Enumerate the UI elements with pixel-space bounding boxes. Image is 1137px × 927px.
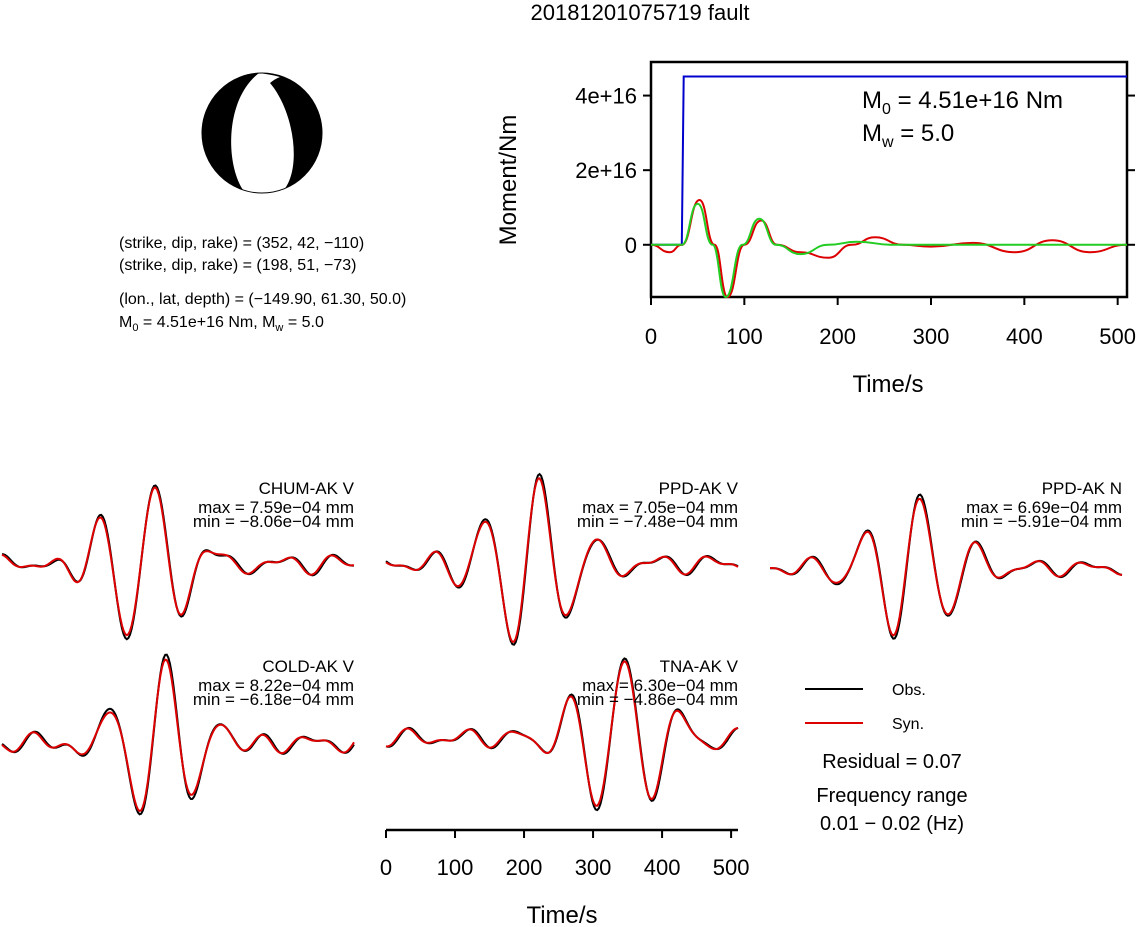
moment-chart-ylabel: Moment/Nm [495,115,522,246]
synthetic-trace [770,497,1122,637]
legend-obs-label: Obs. [892,682,926,699]
station-min: min = −8.06e−04 mm [193,512,354,531]
station-max: max = 6.69e−04 mm [966,498,1122,517]
moment-xtick-label: 300 [913,324,950,349]
moment-xtick-label: 400 [1006,324,1043,349]
station-max: max = 8.22e−04 mm [198,676,354,695]
beachball-icon [201,72,323,194]
station-name: TNA-AK V [660,657,739,676]
moment-xtick-label: 100 [726,324,763,349]
moment-series-line [650,198,1128,299]
moment-chart-frame [649,60,1129,299]
synthetic-trace [385,660,739,807]
legend: Obs. Syn. [805,682,926,733]
moment-ytick-label: 4e+16 [575,84,637,109]
station-name: COLD-AK V [262,657,354,676]
moment-ytick-label: 0 [625,233,637,258]
frequency-range-value: 0.01 − 0.02 (Hz) [820,813,964,835]
mechanism-moment-line: M0 = 4.51e+16 Nm, Mw = 5.0 [119,314,324,334]
moment-annotation-mw: Mw = 5.0 [862,120,954,151]
synthetic-trace [1,486,354,637]
moment-series-line [651,202,1127,299]
station-max: max = 7.05e−04 mm [582,498,738,517]
station-name: PPD-AK V [659,479,739,498]
station-min: min = −6.18e−04 mm [193,690,354,709]
moment-chart-series [650,75,1128,299]
legend-syn-label: Syn. [892,716,924,733]
mechanism-info: (strike, dip, rake) = (352, 42, −110) (s… [119,235,406,334]
station-min: min = −5.91e−04 mm [961,512,1122,531]
station-min: min = −4.86e−04 mm [577,690,738,709]
residual-text: Residual = 0.07 [822,751,962,773]
figure-title: 20181201075719 fault [531,0,750,25]
station-max: max = 7.59e−04 mm [198,498,354,517]
waveform-time-axis: Time/s 0 100 200 300 400 500 [380,828,750,927]
frequency-range-label: Frequency range [816,785,967,807]
waveform-xtick-label: 300 [575,855,612,880]
moment-xtick-label: 500 [1099,324,1136,349]
station-name: CHUM-AK V [259,479,355,498]
synthetic-trace [385,477,739,643]
moment-xtick-label: 0 [645,324,657,349]
waveform-xlabel: Time/s [526,902,597,927]
station-name: PPD-AK N [1042,479,1122,498]
moment-xtick-label: 200 [819,324,856,349]
waveform-xtick-label: 400 [644,855,681,880]
waveform-xtick-label: 100 [437,855,474,880]
station-min: min = −7.48e−04 mm [577,512,738,531]
mechanism-line-2: (strike, dip, rake) = (198, 51, −73) [119,257,356,274]
synthetic-trace [1,658,355,813]
waveform-xtick-label: 200 [506,855,543,880]
waveform-xtick-label: 500 [713,855,750,880]
waveform-xtick-label: 0 [380,855,392,880]
station-max: max = 6.30e−04 mm [582,676,738,695]
moment-chart: 0 100 200 300 400 500 0 2e+16 4e+16 Moment/Nm Ti… [495,60,1136,398]
moment-chart-ticks: 0 100 200 300 400 500 0 2e+16 4e+16 [575,84,1136,349]
mechanism-line-1: (strike, dip, rake) = (352, 42, −110) [119,235,364,252]
moment-annotation-m0: M0 = 4.51e+16 Nm [862,87,1063,118]
mechanism-line-3: (lon., lat, depth) = (−149.90, 61.30, 50… [119,291,406,308]
moment-ytick-label: 2e+16 [575,158,637,183]
moment-chart-xlabel: Time/s [852,371,923,398]
